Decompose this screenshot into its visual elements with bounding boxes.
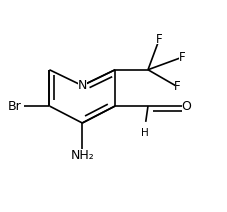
Text: F: F (178, 51, 185, 64)
Bar (178, 52, 184, 62)
Text: F: F (155, 33, 162, 46)
Bar (77, 79, 86, 92)
Text: O: O (181, 99, 191, 113)
Bar (75, 149, 89, 163)
Text: Br: Br (7, 99, 21, 113)
Text: F: F (173, 80, 180, 93)
Text: NH₂: NH₂ (70, 149, 94, 162)
Text: H: H (140, 128, 148, 138)
Bar (156, 34, 161, 44)
Bar (174, 82, 180, 92)
Bar (9, 100, 24, 112)
Bar (181, 100, 190, 112)
Text: N: N (77, 79, 86, 92)
